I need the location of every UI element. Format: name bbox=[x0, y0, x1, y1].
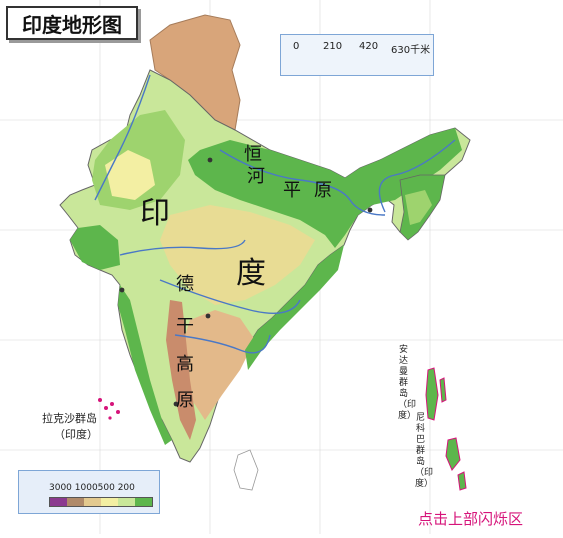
india-label-1: 印 bbox=[140, 196, 170, 231]
deccan-highland bbox=[182, 310, 255, 420]
krishna-river bbox=[174, 334, 271, 354]
northeast-hills bbox=[405, 190, 432, 225]
india-label-2: 度 bbox=[236, 256, 266, 291]
deccan-char-2: 干 bbox=[176, 316, 194, 337]
elevation-legend: 3000 1000500 200 bbox=[18, 470, 160, 514]
legend-swatch-2 bbox=[84, 498, 101, 506]
city-markers bbox=[119, 157, 373, 407]
deccan-char-3: 高 bbox=[176, 354, 194, 375]
gujarat-plain bbox=[70, 225, 120, 270]
brahmaputra-river bbox=[378, 139, 456, 213]
click-blink-area-link[interactable]: 点击上部闪烁区 bbox=[418, 510, 524, 528]
indus-river bbox=[94, 74, 151, 201]
legend-swatch-0 bbox=[50, 498, 67, 506]
western-ghats bbox=[166, 300, 196, 440]
legend-labels: 3000 1000500 200 bbox=[49, 483, 135, 493]
map-title: 印度地形图 bbox=[22, 12, 122, 37]
gangetic-char-3: 平 bbox=[283, 180, 301, 201]
legend-swatch-1 bbox=[67, 498, 84, 506]
andaman-nicobar-islands bbox=[425, 367, 467, 491]
thar-desert bbox=[105, 150, 155, 200]
scale-box: 0 210 420 630千米 bbox=[280, 34, 434, 76]
scale-tick-210: 210 bbox=[323, 41, 343, 52]
legend-color-bar bbox=[49, 497, 153, 507]
gangetic-plain bbox=[188, 128, 462, 248]
scale-tick-420: 420 bbox=[359, 41, 379, 52]
scale-tick-0: 0 bbox=[293, 41, 300, 52]
ganges-river bbox=[219, 149, 386, 216]
map-title-box: 印度地形图 bbox=[6, 6, 138, 40]
deccan-char-4: 原 bbox=[176, 390, 194, 411]
deccan-char-1: 德 bbox=[176, 274, 194, 295]
andaman-label: 安达曼群岛（印度） bbox=[398, 345, 417, 421]
legend-swatch-5 bbox=[135, 498, 152, 506]
rivers bbox=[94, 74, 456, 354]
gangetic-char-2: 河 bbox=[247, 166, 265, 187]
gangetic-char-1: 恒 bbox=[244, 144, 262, 165]
narmada-river bbox=[119, 239, 246, 256]
lakshadweep-islands bbox=[98, 398, 120, 420]
scale-tick-630: 630千米 bbox=[391, 45, 431, 56]
godavari-river bbox=[159, 279, 301, 314]
nicobar-label: 尼科巴群岛（印度） bbox=[415, 413, 434, 489]
sri-lanka-outline bbox=[233, 449, 259, 491]
legend-swatch-3 bbox=[101, 498, 118, 506]
gangetic-char-4: 原 bbox=[314, 180, 332, 201]
lakshadweep-label: 拉克沙群岛 bbox=[42, 412, 97, 425]
west-coast-plain bbox=[118, 285, 172, 445]
legend-swatch-4 bbox=[118, 498, 135, 506]
lakshadweep-note: （印度） bbox=[54, 428, 98, 441]
central-highlands bbox=[160, 205, 315, 305]
